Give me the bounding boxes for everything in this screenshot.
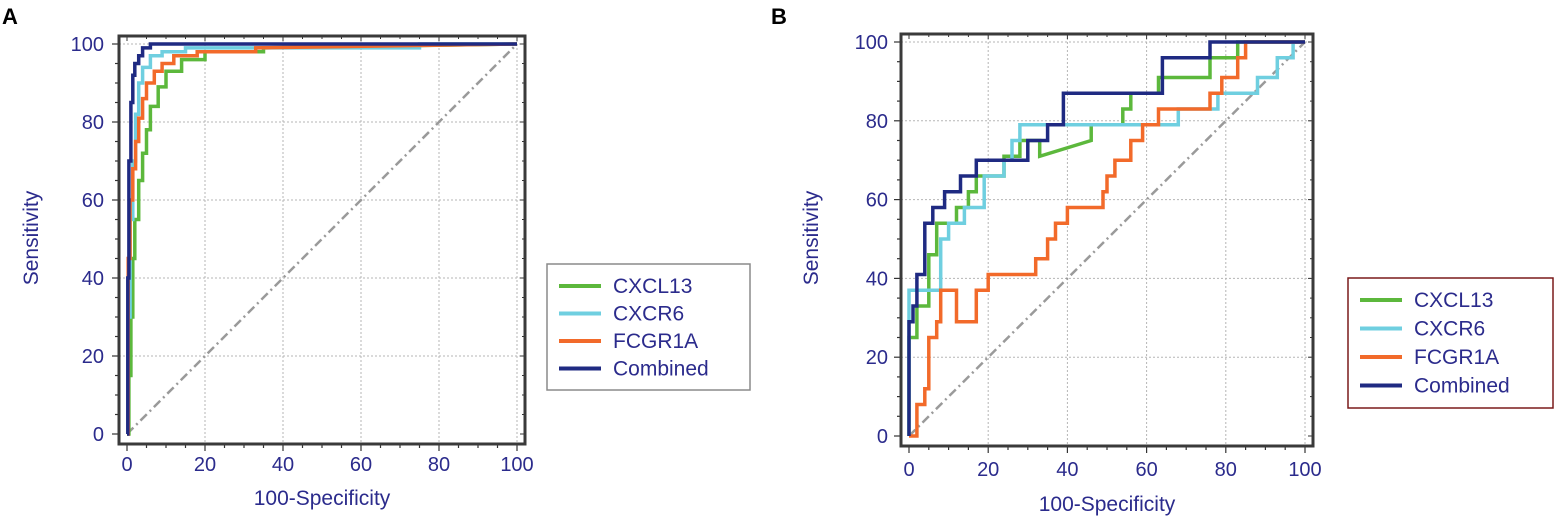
panel-a: A 0 20 40 60 80 100 0 20 40 60 80 100 100-Specificity… <box>2 4 751 510</box>
panel-a-x-axis-title: 100-Specificity <box>254 487 391 510</box>
panel-a-label: A <box>2 4 18 29</box>
panel-a-y-tick-label: 60 <box>82 190 104 212</box>
panel-b-y-tick-label: 0 <box>877 426 888 448</box>
panel-b-legend-label-fcgr1a: FCGR1A <box>1414 346 1499 369</box>
panel-a-frame <box>117 34 527 446</box>
panel-b-frame <box>899 32 1315 448</box>
panel-b: B 0 20 40 60 80 100 0 20 40 60 80 100 100-Specificity… <box>771 4 1554 516</box>
panel-b-gridlines <box>901 34 1313 446</box>
panel-a-y-tick-label: 40 <box>82 268 104 290</box>
panel-a-x-tick-label: 20 <box>194 454 216 476</box>
panel-a-y-tick-label: 80 <box>82 112 104 134</box>
panel-b-series-combined <box>907 40 1305 436</box>
panel-b-reference-line <box>908 41 1306 437</box>
panel-b-y-tick-label: 60 <box>866 190 888 212</box>
panel-b-legend: CXCL13 CXCR6 FCGR1A Combined <box>1347 277 1554 409</box>
panel-a-x-tick-label: 80 <box>428 454 450 476</box>
panel-b-y-tick-label: 100 <box>855 32 888 54</box>
panel-b-y-tick-label: 40 <box>866 268 888 290</box>
panel-b-legend-label-cxcl13: CXCL13 <box>1414 289 1493 312</box>
panel-a-x-tick-label: 100 <box>500 454 533 476</box>
panel-b-legend-label-cxcr6: CXCR6 <box>1414 318 1485 341</box>
panel-a-legend: CXCL13 CXCR6 FCGR1A Combined <box>546 263 751 391</box>
panel-a-legend-label-fcgr1a: FCGR1A <box>613 330 698 353</box>
panel-b-x-tick-label: 40 <box>1056 459 1078 481</box>
panel-a-x-tick-label: 0 <box>121 454 132 476</box>
panel-a-series-combined <box>126 42 517 436</box>
panel-b-series-fcgr1a <box>909 40 1305 438</box>
panel-b-x-tick-label: 20 <box>977 459 999 481</box>
panel-b-x-axis-title: 100-Specificity <box>1039 493 1176 516</box>
panel-a-y-axis-title: Sensitivity <box>20 190 43 285</box>
panel-a-gridlines <box>119 36 525 444</box>
panel-b-x-tick-label: 80 <box>1215 459 1237 481</box>
panel-b-x-tick-label: 100 <box>1288 459 1321 481</box>
panel-a-y-tick-label: 100 <box>71 34 104 56</box>
panel-b-x-tick-label: 0 <box>903 459 914 481</box>
panel-b-legend-label-combined: Combined <box>1414 375 1510 398</box>
panel-b-series-cxcr6 <box>907 40 1305 436</box>
panel-b-x-tick-label: 60 <box>1135 459 1157 481</box>
panel-b-y-tick-label: 20 <box>866 347 888 369</box>
panel-a-legend-label-cxcl13: CXCL13 <box>613 275 692 298</box>
panel-a-legend-label-cxcr6: CXCR6 <box>613 303 684 326</box>
panel-a-x-tick-label: 60 <box>350 454 372 476</box>
panel-b-series-cxcl13 <box>907 40 1305 436</box>
panel-b-y-tick-label: 80 <box>866 111 888 133</box>
panel-a-legend-label-combined: Combined <box>613 358 709 381</box>
panel-a-y-tick-label: 0 <box>93 424 104 446</box>
panel-b-y-axis-title: Sensitivity <box>800 190 823 285</box>
panel-a-reference-line <box>126 43 518 435</box>
panel-a-y-tick-label: 20 <box>82 346 104 368</box>
panel-b-label: B <box>771 4 787 29</box>
panel-a-x-tick-label: 40 <box>272 454 294 476</box>
